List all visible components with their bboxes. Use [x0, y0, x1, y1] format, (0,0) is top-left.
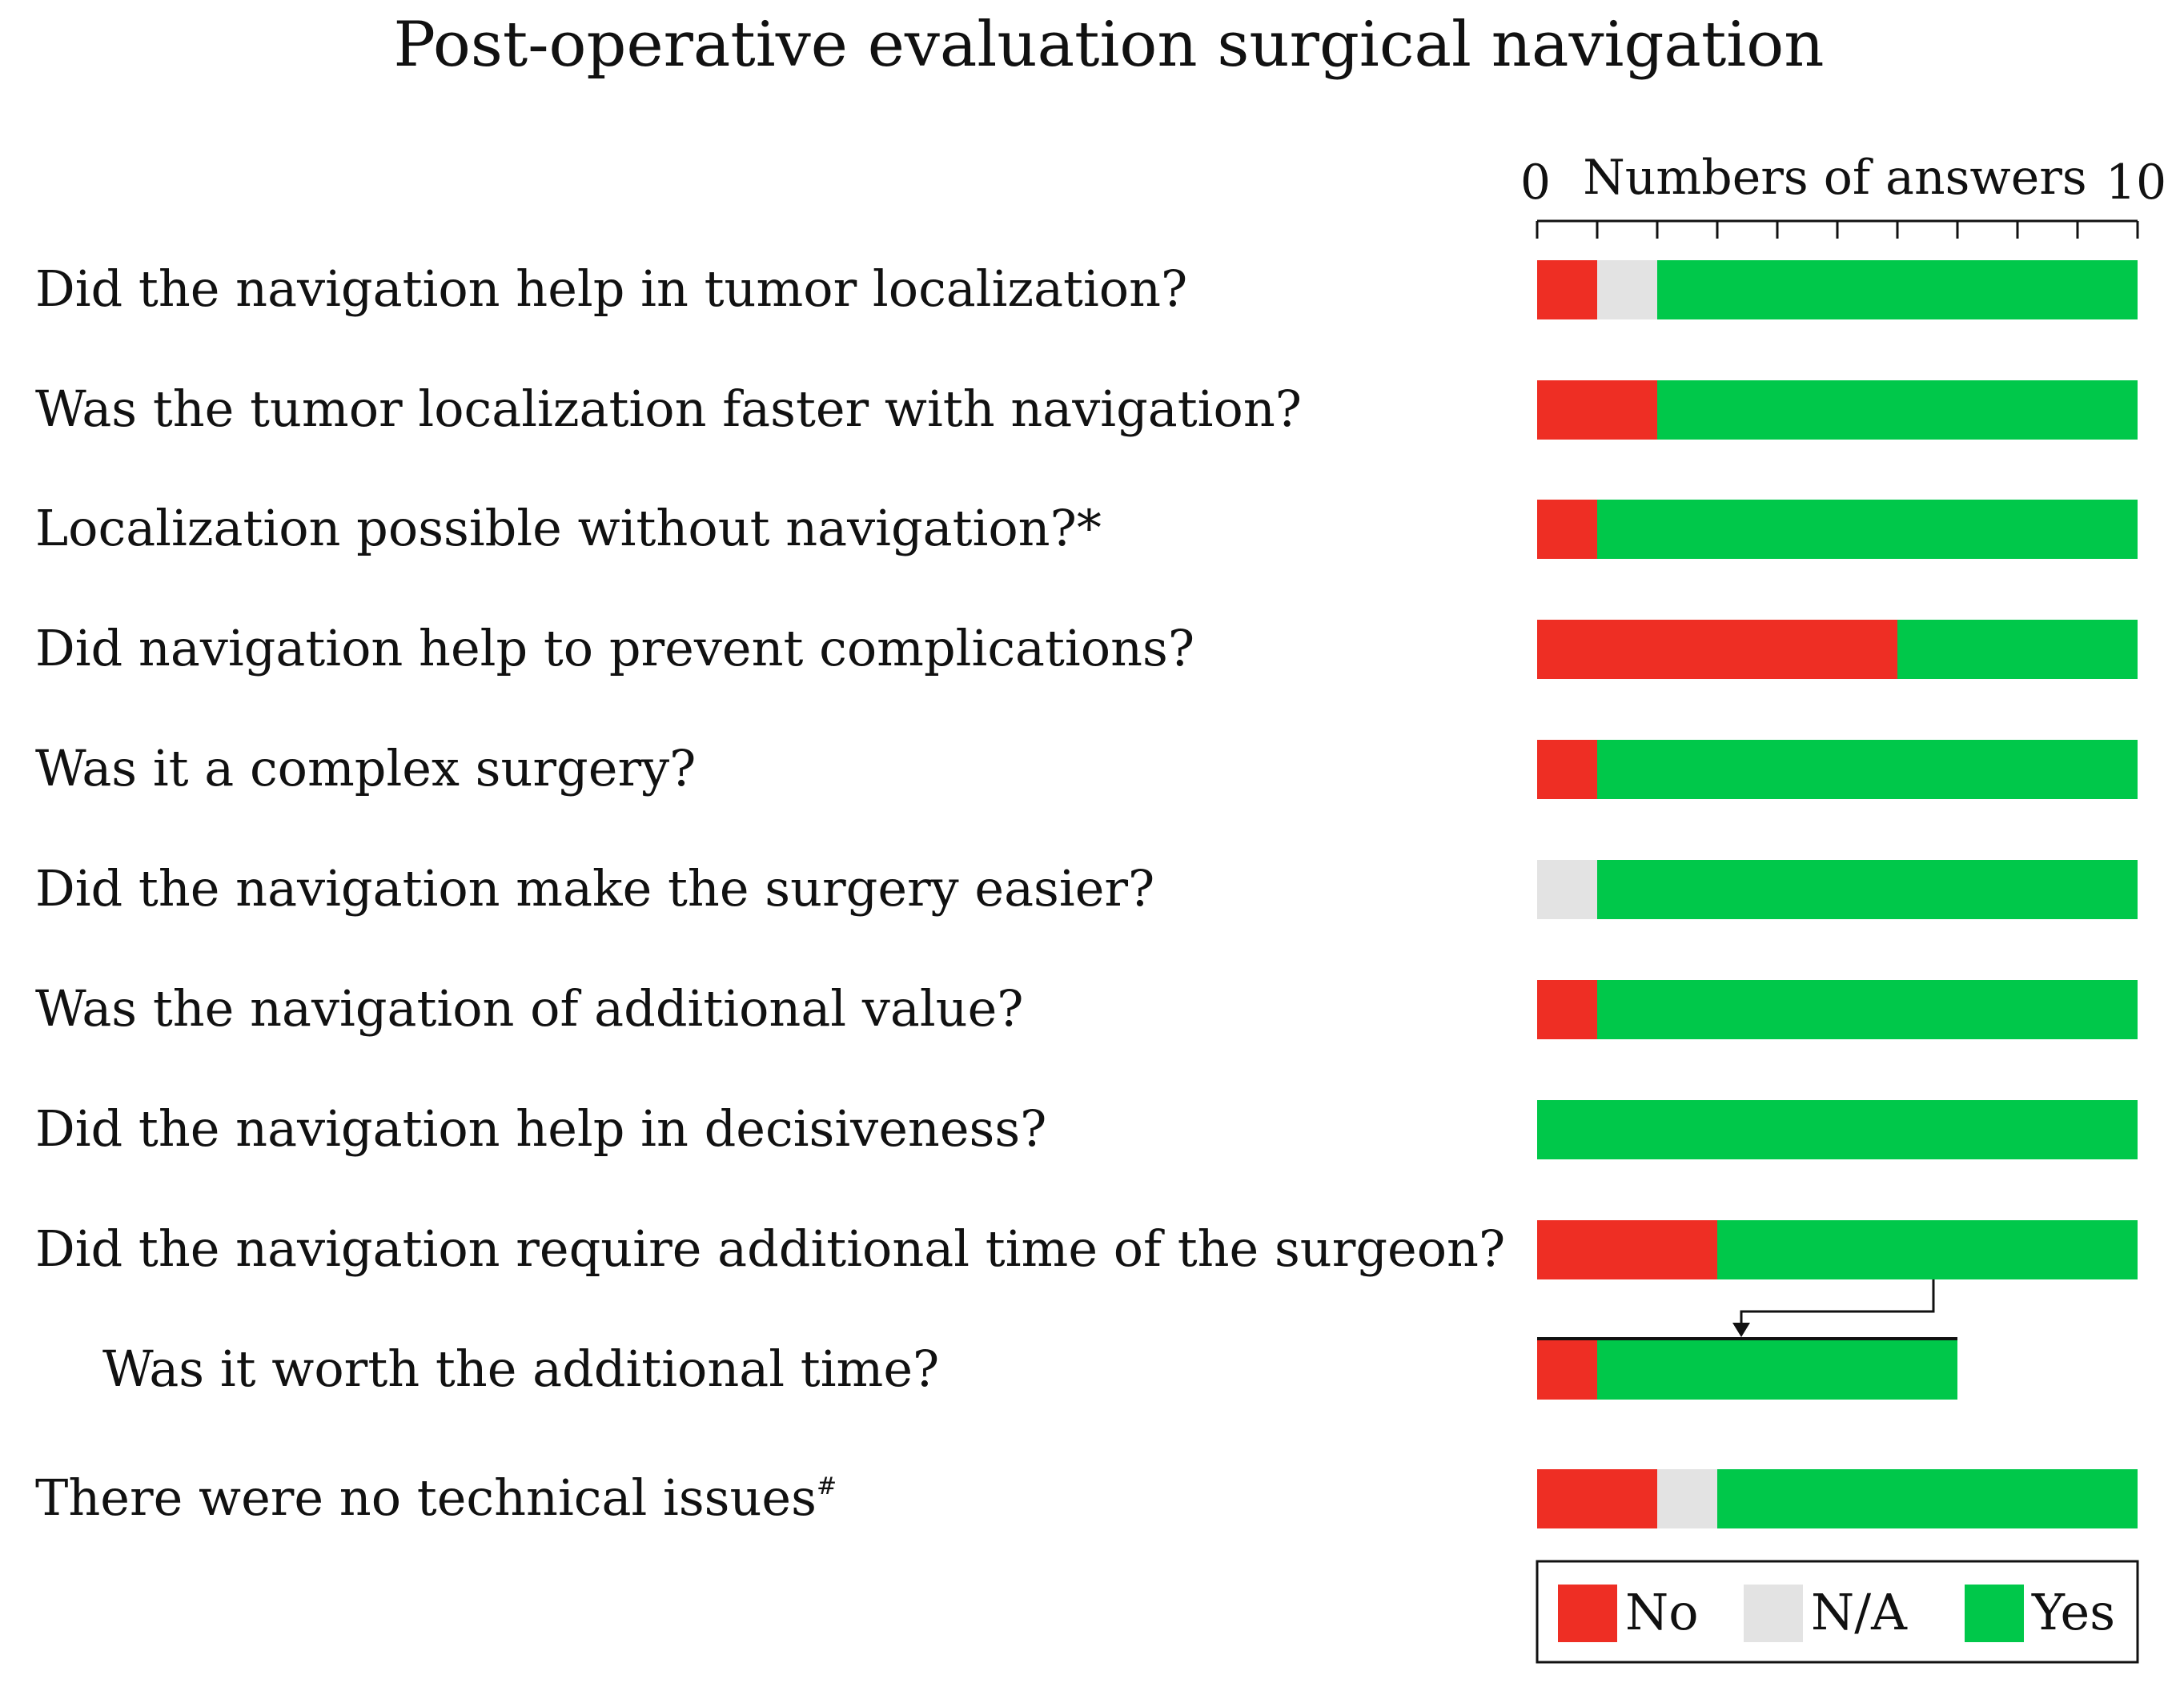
bar-segment-no	[1537, 620, 1897, 679]
bar-segment-na	[1537, 860, 1597, 919]
question-label: Did the navigation make the surgery easi…	[35, 859, 1154, 918]
question-text: Was it a complex surgery?	[35, 739, 696, 797]
legend-label-yes: Yes	[2031, 1583, 2115, 1641]
legend-label-na: N/A	[1811, 1583, 1908, 1641]
bar-segment-no	[1537, 500, 1597, 559]
question-text: Was it worth the additional time?	[102, 1340, 939, 1398]
x-tick-label-max: 10	[2106, 155, 2166, 211]
footnote-mark: #	[817, 1472, 837, 1500]
bar-segment-no	[1537, 740, 1597, 799]
connector-arrowhead	[1732, 1323, 1750, 1337]
bar-segment-yes	[1717, 1220, 2138, 1279]
rows: Did the navigation help in tumor localiz…	[35, 259, 2138, 1528]
question-label: Was the tumor localization faster with n…	[35, 380, 1302, 438]
bar-segment-yes	[1597, 740, 2138, 799]
question-text: Was the navigation of additional value?	[35, 979, 1024, 1038]
question-row: Was it a complex surgery?	[35, 739, 2138, 799]
question-row: Did the navigation help in tumor localiz…	[35, 259, 2138, 319]
question-row: Was the tumor localization faster with n…	[35, 380, 2138, 440]
question-text: Did the navigation help in tumor localiz…	[35, 259, 1187, 318]
follow-up-connector	[1732, 1279, 1935, 1337]
question-row: Did navigation help to prevent complicat…	[35, 619, 2138, 679]
question-label: Localization possible without navigation…	[35, 499, 1102, 557]
question-text: Did the navigation help in decisiveness?	[35, 1099, 1046, 1158]
question-label: Did the navigation help in decisiveness?	[35, 1099, 1046, 1158]
question-label: Was the navigation of additional value?	[35, 979, 1024, 1038]
bar-segment-no	[1537, 1220, 1717, 1279]
connector-line	[1740, 1279, 1935, 1326]
question-label: Did navigation help to prevent complicat…	[35, 619, 1194, 677]
bar-segment-yes	[1597, 500, 2138, 559]
bar-segment-yes	[1897, 620, 2138, 679]
chart-title: Post-operative evaluation surgical navig…	[394, 9, 1825, 81]
bar-segment-yes	[1537, 1100, 2138, 1159]
question-label: Did the navigation help in tumor localiz…	[35, 259, 1187, 318]
question-label: There were no technical issues#	[35, 1468, 837, 1527]
bar-segment-yes	[1597, 980, 2138, 1039]
bar-segment-yes	[1717, 1469, 2138, 1528]
bar-segment-na	[1657, 1469, 1717, 1528]
question-row: Did the navigation require additional ti…	[35, 1219, 2138, 1279]
legend-swatch-na	[1744, 1585, 1803, 1642]
question-text: Did the navigation make the surgery easi…	[35, 859, 1154, 918]
question-row: Was the navigation of additional value?	[35, 979, 2138, 1039]
x-tick-label-min: 0	[1520, 155, 1551, 211]
legend-box	[1536, 1560, 2139, 1664]
bar-segment-no	[1537, 980, 1597, 1039]
question-text: Did navigation help to prevent complicat…	[35, 619, 1194, 677]
question-label: Was it worth the additional time?	[102, 1340, 939, 1398]
bar-segment-yes	[1657, 380, 2138, 440]
bar-segment-no	[1537, 260, 1597, 319]
question-label: Did the navigation require additional ti…	[35, 1219, 1505, 1278]
bar-segment-na	[1597, 260, 1657, 319]
bar-segment-no	[1537, 1469, 1657, 1528]
bar-segment-yes	[1597, 860, 2138, 919]
question-row: There were no technical issues#	[35, 1468, 2138, 1528]
question-row: Was it worth the additional time?	[102, 1337, 1957, 1400]
question-text: There were no technical issues	[35, 1468, 817, 1527]
bar-segment-no	[1537, 1340, 1597, 1400]
x-axis-label: Numbers of answers	[1583, 150, 2086, 206]
bar-segment-no	[1537, 380, 1657, 440]
question-row: Localization possible without navigation…	[35, 499, 2138, 559]
legend-swatch-no	[1558, 1585, 1617, 1642]
legend-swatch-yes	[1965, 1585, 2024, 1642]
legend: No N/A Yes	[1558, 1583, 2115, 1642]
question-label: Was it a complex surgery?	[35, 739, 696, 797]
question-text: Localization possible without navigation…	[35, 499, 1102, 557]
x-axis-ticks	[1536, 221, 2139, 239]
bar-segment-yes	[1597, 1340, 1957, 1400]
legend-label-no: No	[1625, 1583, 1699, 1641]
question-text: Was the tumor localization faster with n…	[35, 380, 1302, 438]
question-text: Did the navigation require additional ti…	[35, 1219, 1505, 1278]
question-row: Did the navigation help in decisiveness?	[35, 1099, 2138, 1159]
question-row: Did the navigation make the surgery easi…	[35, 859, 2138, 919]
bar-segment-yes	[1657, 260, 2138, 319]
